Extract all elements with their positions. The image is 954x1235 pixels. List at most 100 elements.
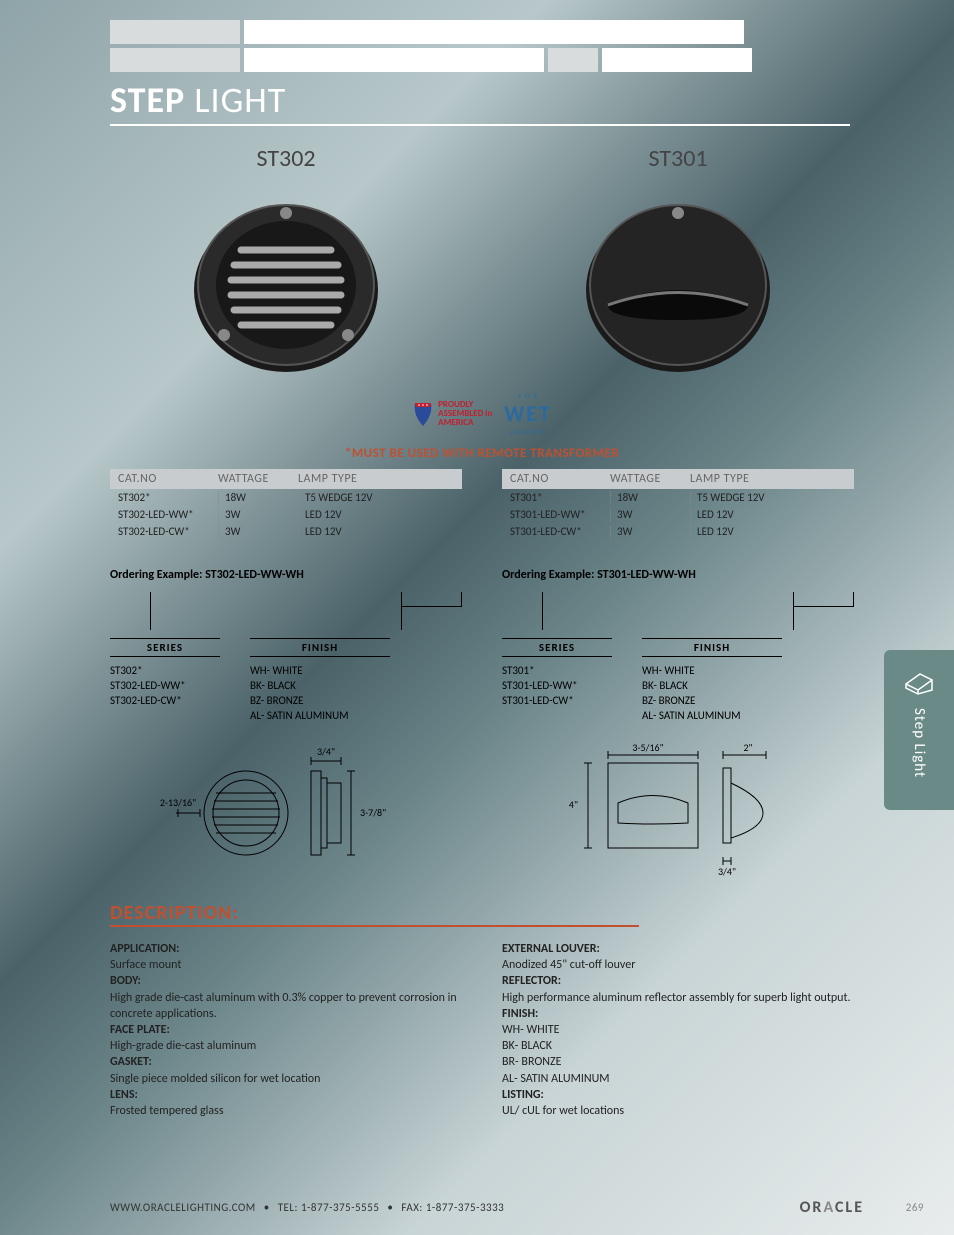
desc-heading: GASKET:	[110, 1054, 462, 1070]
badge-text: F O R	[504, 391, 552, 400]
product-image	[110, 185, 462, 385]
table-cell: LED 12V	[298, 525, 454, 538]
ordering-example: Ordering Example: ST301-LED-WW-WH	[502, 568, 854, 582]
ordering-section: Ordering Example: ST302-LED-WW-WH SERIES…	[110, 568, 854, 723]
description-left: APPLICATION:Surface mountBODY:High grade…	[110, 941, 462, 1119]
table-row: ST302-LED-WW*3WLED 12V	[110, 506, 462, 523]
desc-heading: EXTERNAL LOUVER:	[502, 941, 854, 957]
header-spec-bars	[110, 20, 854, 72]
desc-heading: LISTING:	[502, 1087, 854, 1103]
list-item: ST301-LED-CW*	[502, 693, 612, 708]
dim-d: 3-7/8"	[360, 806, 386, 819]
list-item: BZ- BRONZE	[250, 693, 390, 708]
footer-url: WWW.ORACLELIGHTING.COM	[110, 1201, 256, 1214]
product-image	[502, 185, 854, 385]
transformer-note: *MUST BE USED WITH REMOTE TRANSFORMER	[110, 446, 854, 461]
col-head: LAMP TYPE	[298, 472, 454, 486]
footer-fax: FAX: 1-877-375-3333	[401, 1201, 504, 1214]
dim-d: 2"	[743, 743, 752, 754]
desc-text: BK- BLACK	[502, 1038, 854, 1054]
model-label: ST301	[502, 144, 854, 173]
table-row: ST301-LED-WW*3WLED 12V	[502, 506, 854, 523]
list-item: ST301*	[502, 663, 612, 678]
desc-text: AL- SATIN ALUMINUM	[502, 1071, 854, 1087]
title-light: LIGHT	[185, 78, 286, 122]
assembled-america-badge: PROUDLY ASSEMBLED in AMERICA	[412, 391, 492, 436]
table-cell: ST301*	[510, 491, 610, 504]
list-item: ST301-LED-WW*	[502, 678, 612, 693]
desc-text: Single piece molded silicon for wet loca…	[110, 1071, 462, 1087]
side-tab-step-light[interactable]: Step Light	[884, 650, 954, 810]
desc-text: Frosted tempered glass	[110, 1103, 462, 1119]
page-title: STEP LIGHT	[110, 78, 854, 122]
table-cell: 18W	[610, 491, 690, 504]
desc-heading: LENS:	[110, 1087, 462, 1103]
table-row: ST301*18WT5 WEDGE 12V	[502, 489, 854, 506]
table-cell: ST302*	[118, 491, 218, 504]
table-cell: T5 WEDGE 12V	[690, 491, 846, 504]
list-item: AL- SATIN ALUMINUM	[250, 708, 390, 723]
wet-location-badge: F O R WET LOCATION	[504, 391, 552, 436]
dimension-drawings: 2-13/16" 3/4" 3-7/8" 4" 3-5/16"	[110, 743, 854, 883]
desc-heading: BODY:	[110, 973, 462, 989]
desc-heading: FINISH:	[502, 1006, 854, 1022]
page-number: 269	[864, 1201, 924, 1214]
desc-text: Surface mount	[110, 957, 462, 973]
desc-heading: APPLICATION:	[110, 941, 462, 957]
step-light-icon	[902, 664, 936, 698]
product-st301: ST301	[502, 144, 854, 385]
badge-text: AMERICA	[438, 418, 492, 427]
dim-drawing-right: 4" 3-5/16" 2" 3/4"	[502, 743, 854, 883]
badge-text: WET	[504, 400, 552, 427]
col-head: LAMP TYPE	[690, 472, 846, 486]
dim-w: 2-13/16"	[160, 796, 196, 809]
desc-text: BR- BRONZE	[502, 1054, 854, 1070]
title-rule	[110, 124, 850, 126]
dim-h: 4"	[569, 798, 578, 811]
dim-bot: 3/4"	[718, 865, 736, 878]
table-cell: T5 WEDGE 12V	[298, 491, 454, 504]
col-head: WATTAGE	[218, 472, 298, 486]
col-head: WATTAGE	[610, 472, 690, 486]
model-label: ST302	[110, 144, 462, 173]
table-cell: ST301-LED-CW*	[510, 525, 610, 538]
list-item: WH- WHITE	[250, 663, 390, 678]
col-head: CAT.NO	[118, 472, 218, 486]
list-item: AL- SATIN ALUMINUM	[642, 708, 782, 723]
title-bold: STEP	[110, 78, 185, 122]
list-item: ST302*	[110, 663, 220, 678]
table-cell: ST301-LED-WW*	[510, 508, 610, 521]
series-label: SERIES	[110, 638, 220, 657]
table-header: CAT.NO WATTAGE LAMP TYPE	[110, 469, 462, 489]
footer-tel: TEL: 1-877-375-5555	[278, 1201, 380, 1214]
desc-text: WH- WHITE	[502, 1022, 854, 1038]
finish-label: FINISH	[250, 638, 390, 657]
ordering-example: Ordering Example: ST302-LED-WW-WH	[110, 568, 462, 582]
finish-label: FINISH	[642, 638, 782, 657]
table-header: CAT.NO WATTAGE LAMP TYPE	[502, 469, 854, 489]
desc-text: High grade die-cast aluminum with 0.3% c…	[110, 990, 462, 1022]
desc-text: High-grade die-cast aluminum	[110, 1038, 462, 1054]
series-label: SERIES	[502, 638, 612, 657]
dim-top: 3/4"	[317, 745, 335, 758]
product-st302: ST302	[110, 144, 462, 385]
ordering-right: Ordering Example: ST301-LED-WW-WH SERIES…	[502, 568, 854, 723]
spec-tables: CAT.NO WATTAGE LAMP TYPE ST302*18WT5 WED…	[110, 469, 854, 540]
description-columns: APPLICATION:Surface mountBODY:High grade…	[110, 941, 854, 1119]
table-cell: 3W	[218, 508, 298, 521]
table-cell: LED 12V	[690, 508, 846, 521]
list-item: ST302-LED-CW*	[110, 693, 220, 708]
table-cell: 18W	[218, 491, 298, 504]
desc-text: UL/ cUL for wet locations	[502, 1103, 854, 1119]
table-row: ST302-LED-CW*3WLED 12V	[110, 523, 462, 540]
table-cell: 3W	[610, 508, 690, 521]
desc-text: High performance aluminum reflector asse…	[502, 990, 854, 1006]
desc-text: Anodized 45" cut-off louver	[502, 957, 854, 973]
description-right: EXTERNAL LOUVER:Anodized 45" cut-off lou…	[502, 941, 854, 1119]
list-item: ST302-LED-WW*	[110, 678, 220, 693]
badge-text: LOCATION	[504, 427, 552, 436]
list-item: BZ- BRONZE	[642, 693, 782, 708]
col-head: CAT.NO	[510, 472, 610, 486]
oracle-logo: ORACLE	[800, 1198, 864, 1217]
side-tab-label: Step Light	[910, 708, 928, 778]
